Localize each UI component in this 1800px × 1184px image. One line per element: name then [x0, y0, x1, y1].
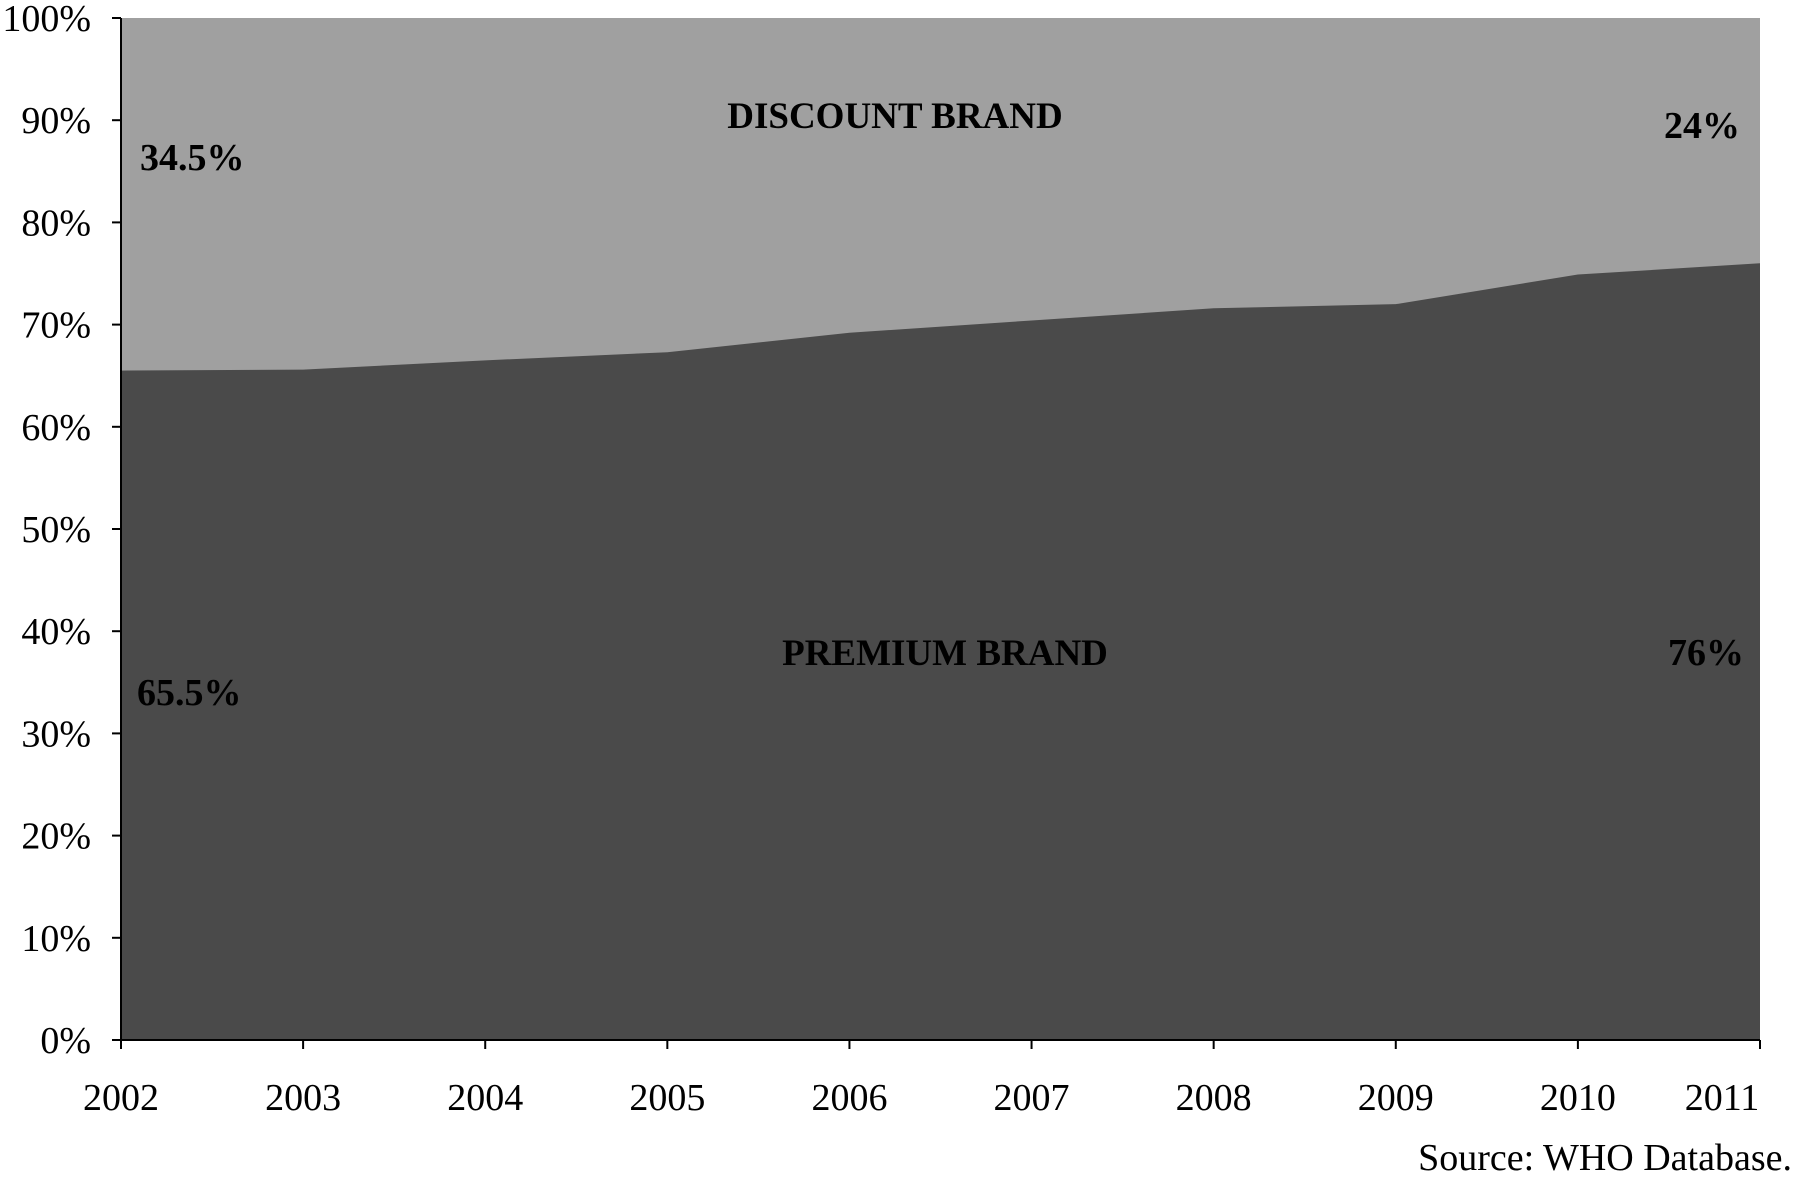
source-note: Source: WHO Database. — [1418, 1137, 1792, 1179]
premium-start-value-label: 65.5% — [137, 672, 242, 714]
x-tick-label: 2008 — [1176, 1077, 1252, 1119]
y-tick-label: 20% — [21, 816, 91, 858]
discount-brand-label: DISCOUNT BRAND — [727, 96, 1062, 137]
discount-end-value-label: 24% — [1664, 105, 1740, 147]
premium-brand-label: PREMIUM BRAND — [782, 633, 1108, 674]
x-tick-label: 2010 — [1540, 1077, 1616, 1119]
y-tick-label: 90% — [21, 100, 91, 142]
x-tick-label: 2004 — [447, 1077, 523, 1119]
x-tick-label: 2002 — [83, 1077, 159, 1119]
premium-end-value-label: 76% — [1668, 632, 1744, 674]
x-axis-ticks: 2002 2003 2004 2005 2006 2007 2008 2009 2010 2011 — [83, 1040, 1761, 1119]
y-tick-label: 60% — [21, 407, 91, 449]
x-tick-label: 2006 — [811, 1077, 887, 1119]
y-tick-label: 70% — [21, 305, 91, 347]
y-tick-label: 40% — [21, 611, 91, 653]
y-tick-label: 30% — [21, 713, 91, 755]
y-tick-label: 80% — [21, 202, 91, 244]
y-tick-label: 0% — [40, 1020, 91, 1062]
x-tick-label: 2005 — [629, 1077, 705, 1119]
x-tick-label: 2009 — [1358, 1077, 1434, 1119]
discount-start-value-label: 34.5% — [140, 137, 245, 179]
x-tick-label: 2003 — [265, 1077, 341, 1119]
x-tick-label: 2011 — [1685, 1077, 1760, 1119]
premium-brand-area — [121, 263, 1760, 1040]
y-axis-ticks: 0% 10% 20% 30% 40% 50% 60% 70% 80% 90% 100% — [2, 0, 121, 1062]
y-tick-label: 50% — [21, 509, 91, 551]
y-tick-label: 100% — [2, 0, 91, 40]
y-tick-label: 10% — [21, 918, 91, 960]
x-tick-label: 2007 — [994, 1077, 1070, 1119]
